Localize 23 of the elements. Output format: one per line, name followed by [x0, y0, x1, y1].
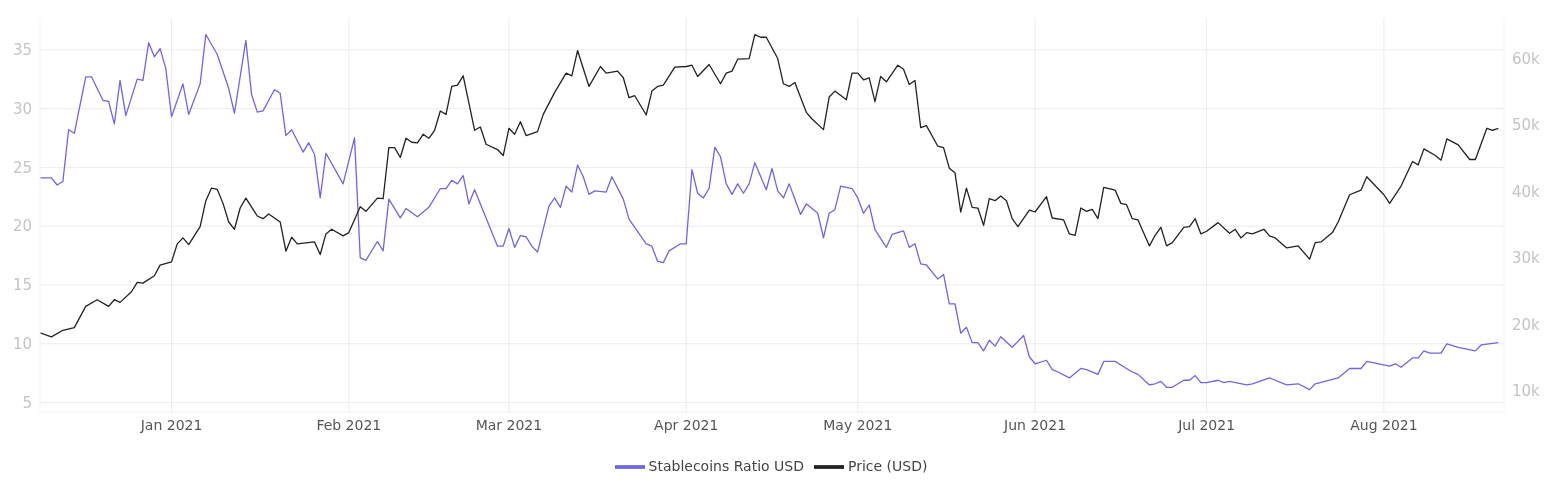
legend-label: Price (USD)	[847, 458, 928, 474]
y2-tick-label: 30k	[1512, 249, 1541, 268]
x-tick-label: Jul 2021	[1177, 416, 1236, 433]
y2-tick-label: 40k	[1512, 182, 1541, 201]
x-tick-label: Aug 2021	[1350, 416, 1418, 433]
x-tick-label: May 2021	[823, 416, 893, 433]
y-tick-label: 25	[12, 158, 32, 177]
y-tick-label: 35	[12, 41, 32, 60]
y-tick-label: 20	[12, 217, 32, 236]
x-tick-label: Mar 2021	[475, 416, 543, 433]
x-tick-label: Jun 2021	[1003, 416, 1067, 433]
x-tick-label: Apr 2021	[654, 416, 719, 433]
x-tick-label: Jan 2021	[139, 416, 203, 433]
y2-tick-label: 20k	[1512, 315, 1541, 334]
y-tick-label: 15	[12, 276, 32, 295]
legend-label: Stablecoins Ratio USD	[648, 458, 804, 474]
y-tick-label: 5	[22, 393, 32, 412]
x-tick-label: Feb 2021	[316, 416, 382, 433]
y2-tick-label: 60k	[1512, 49, 1541, 68]
y-tick-label: 30	[12, 99, 32, 118]
y2-tick-label: 10k	[1512, 382, 1541, 401]
y-tick-label: 10	[12, 335, 32, 354]
y2-tick-label: 50k	[1512, 116, 1541, 135]
